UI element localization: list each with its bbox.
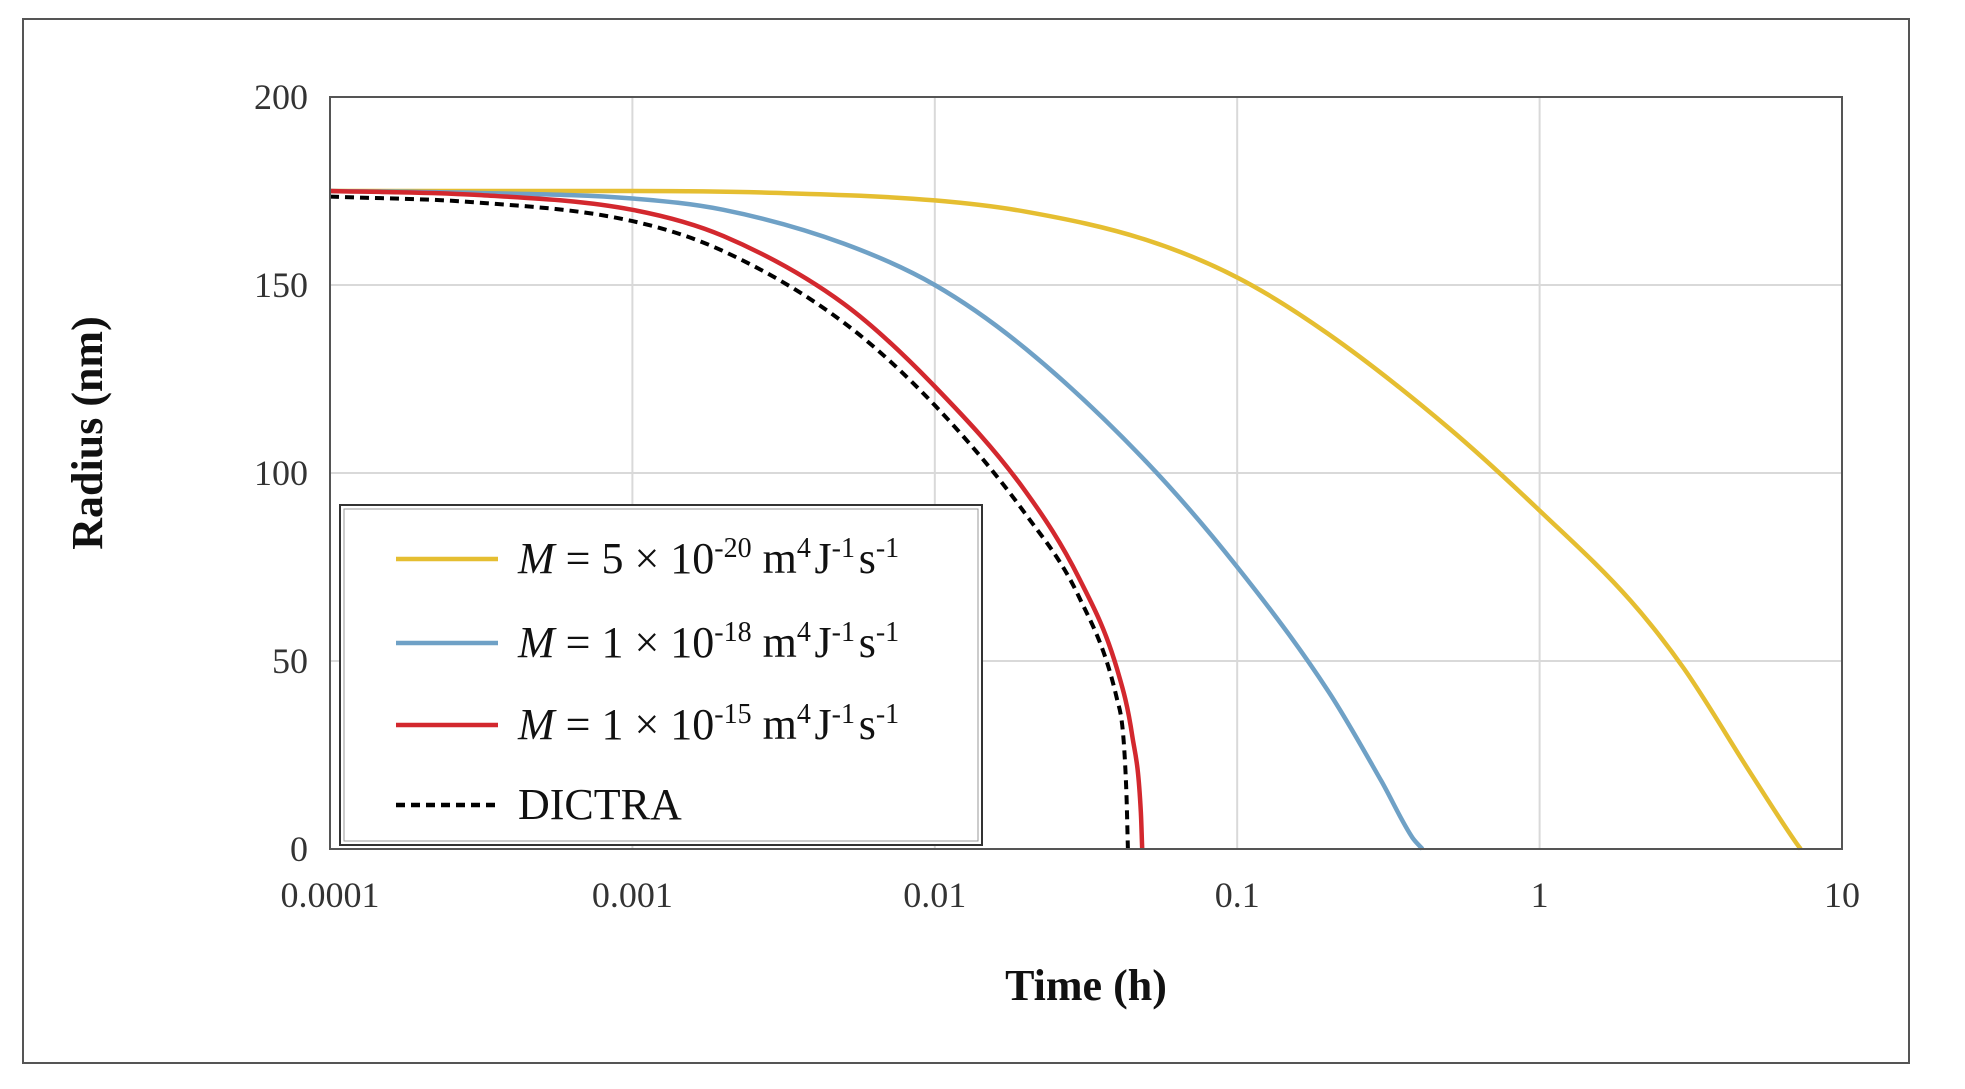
x-tick-label: 0.0001	[281, 875, 380, 915]
plot-area-border	[329, 96, 1843, 850]
x-tick-label: 0.001	[592, 875, 673, 915]
x-tick-label: 10	[1824, 875, 1860, 915]
x-tick-label: 0.1	[1215, 875, 1260, 915]
legend-label-0: M = 5 × 10-20 m4 J-1 s-1	[517, 533, 903, 583]
legend-label-3: DICTRA	[518, 780, 682, 829]
legend-label-2: M = 1 × 10-15 m4 J-1 s-1	[517, 699, 903, 749]
legend: M = 5 × 10-20 m4 J-1 s-1 M = 1 × 10-18 m…	[339, 504, 983, 846]
y-tick-label: 50	[272, 641, 308, 681]
x-axis-title: Time (h)	[1005, 961, 1167, 1010]
legend-inner-border	[343, 508, 979, 842]
series-line-1	[329, 188, 1425, 851]
y-tick-label: 0	[290, 829, 308, 869]
y-tick-label: 100	[254, 453, 308, 493]
y-tick-label: 150	[254, 265, 308, 305]
series-line-3	[329, 194, 1130, 850]
legend-label-1: M = 1 × 10-18 m4 J-1 s-1	[517, 617, 903, 667]
chart-svg: 0 50 100 150 200 0.0001 0.001 0.01 0.1 1 10 Time …	[63, 77, 1860, 1010]
x-tick-label: 1	[1531, 875, 1549, 915]
x-tick-label: 0.01	[903, 875, 966, 915]
series-line-0	[329, 188, 1803, 851]
y-axis-title: Radius (nm)	[63, 316, 112, 550]
y-tick-label: 200	[254, 77, 308, 117]
chart-frame: 0 50 100 150 200 0.0001 0.001 0.01 0.1 1 10 Time …	[22, 18, 1910, 1064]
legend-box	[339, 504, 983, 846]
series-line-2	[329, 188, 1145, 850]
